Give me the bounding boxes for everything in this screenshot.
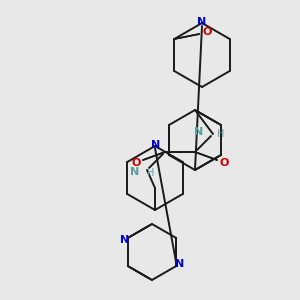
Text: H: H: [147, 168, 155, 178]
Text: N: N: [194, 127, 203, 137]
Text: O: O: [219, 158, 229, 168]
Text: N: N: [120, 235, 129, 245]
Text: N: N: [152, 140, 160, 150]
Text: N: N: [175, 259, 184, 269]
Text: H: H: [217, 129, 224, 139]
Text: O: O: [202, 27, 212, 37]
Text: O: O: [131, 158, 141, 168]
Text: N: N: [197, 17, 207, 27]
Text: N: N: [130, 167, 139, 177]
